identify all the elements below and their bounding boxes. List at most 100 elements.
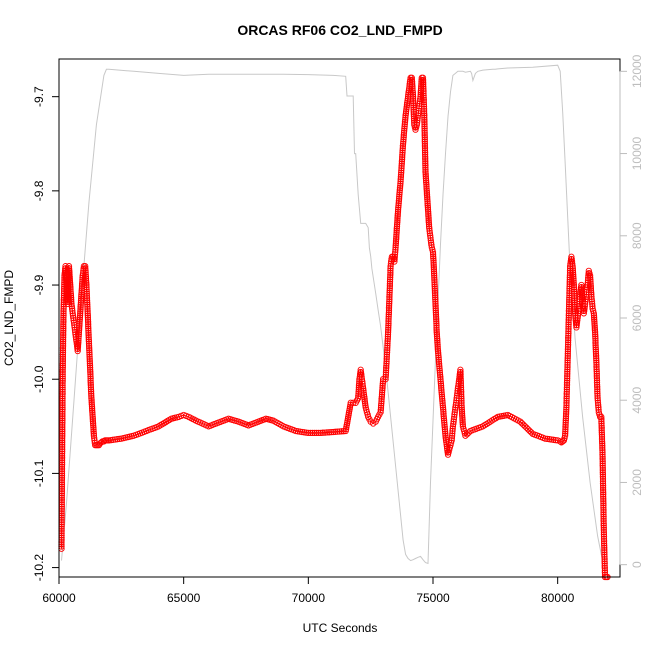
data-point [570,281,578,289]
data-point [382,373,389,381]
data-point [59,421,66,429]
data-point [396,186,403,194]
data-point [590,307,597,315]
data-point [84,316,92,323]
data-point [435,358,443,365]
data-point [421,140,429,147]
data-point [410,115,418,122]
data-point [413,119,421,126]
data-point [59,349,67,356]
data-point [301,429,308,436]
data-point [440,417,448,424]
data-point [305,429,312,437]
data-point [385,309,393,316]
data-point [387,269,394,276]
data-point [438,393,446,400]
data-point [431,287,439,294]
data-point [393,221,401,228]
data-point [601,546,608,554]
data-point [458,388,465,396]
data-point [59,417,66,424]
data-point [434,341,441,348]
data-point [587,280,594,288]
data-point [601,553,608,560]
data-point [564,343,572,351]
data-point [453,392,461,399]
data-point [410,100,417,107]
data-point [591,324,598,332]
data-point [592,339,599,347]
data-point [587,276,594,283]
data-point [66,279,74,287]
data-point [562,417,569,424]
data-point [439,397,446,405]
data-point [86,351,93,358]
data-point [457,366,464,373]
data-point [70,314,77,322]
data-point [438,391,445,398]
data-point [564,368,571,375]
data-point [385,322,392,329]
data-point [450,418,457,425]
data-point [402,114,409,121]
data-point [311,429,318,437]
data-point [410,113,418,120]
data-point [425,223,433,230]
data-point [298,428,306,436]
data-point [59,351,67,358]
data-point [86,347,93,354]
data-point [83,290,90,297]
data-point [399,142,407,150]
data-point [360,389,367,396]
data-point [438,384,445,392]
data-point [426,230,434,237]
data-point [362,402,369,409]
data-point [550,436,557,443]
data-point [570,286,578,293]
data-point [600,524,607,531]
data-point [598,438,606,445]
data-point [355,392,362,400]
data-point [82,275,90,282]
data-point [89,413,96,421]
data-point [448,437,455,444]
data-point [566,280,573,288]
data-point [434,345,441,353]
x-tick-label: 60000 [42,591,76,605]
data-point [84,310,91,317]
data-point [400,134,407,141]
data-point [600,513,607,520]
data-point [392,248,399,256]
data-point [428,241,435,249]
data-point [436,365,443,372]
data-point [420,81,427,88]
data-point [599,444,606,452]
data-point [85,338,93,345]
data-point [60,305,67,313]
data-point [77,310,84,317]
data-point [383,351,391,358]
data-point [435,356,442,363]
data-point [59,410,66,418]
data-point [66,267,73,274]
data-point [421,121,428,128]
data-point [85,336,92,343]
data-point [422,162,429,169]
data-point [386,291,393,298]
x-tick-label: 75000 [416,591,450,605]
data-point [425,221,433,228]
data-point [385,317,392,325]
data-point [448,434,456,442]
data-point [359,378,366,385]
data-point [463,431,471,438]
data-point [563,395,570,402]
data-point [398,160,405,167]
data-point [378,398,385,405]
data-point [84,318,92,326]
data-point [60,327,67,334]
data-point [76,312,84,319]
data-point [394,212,401,220]
data-point [85,329,92,337]
data-point [431,292,439,299]
data-point [568,253,575,260]
